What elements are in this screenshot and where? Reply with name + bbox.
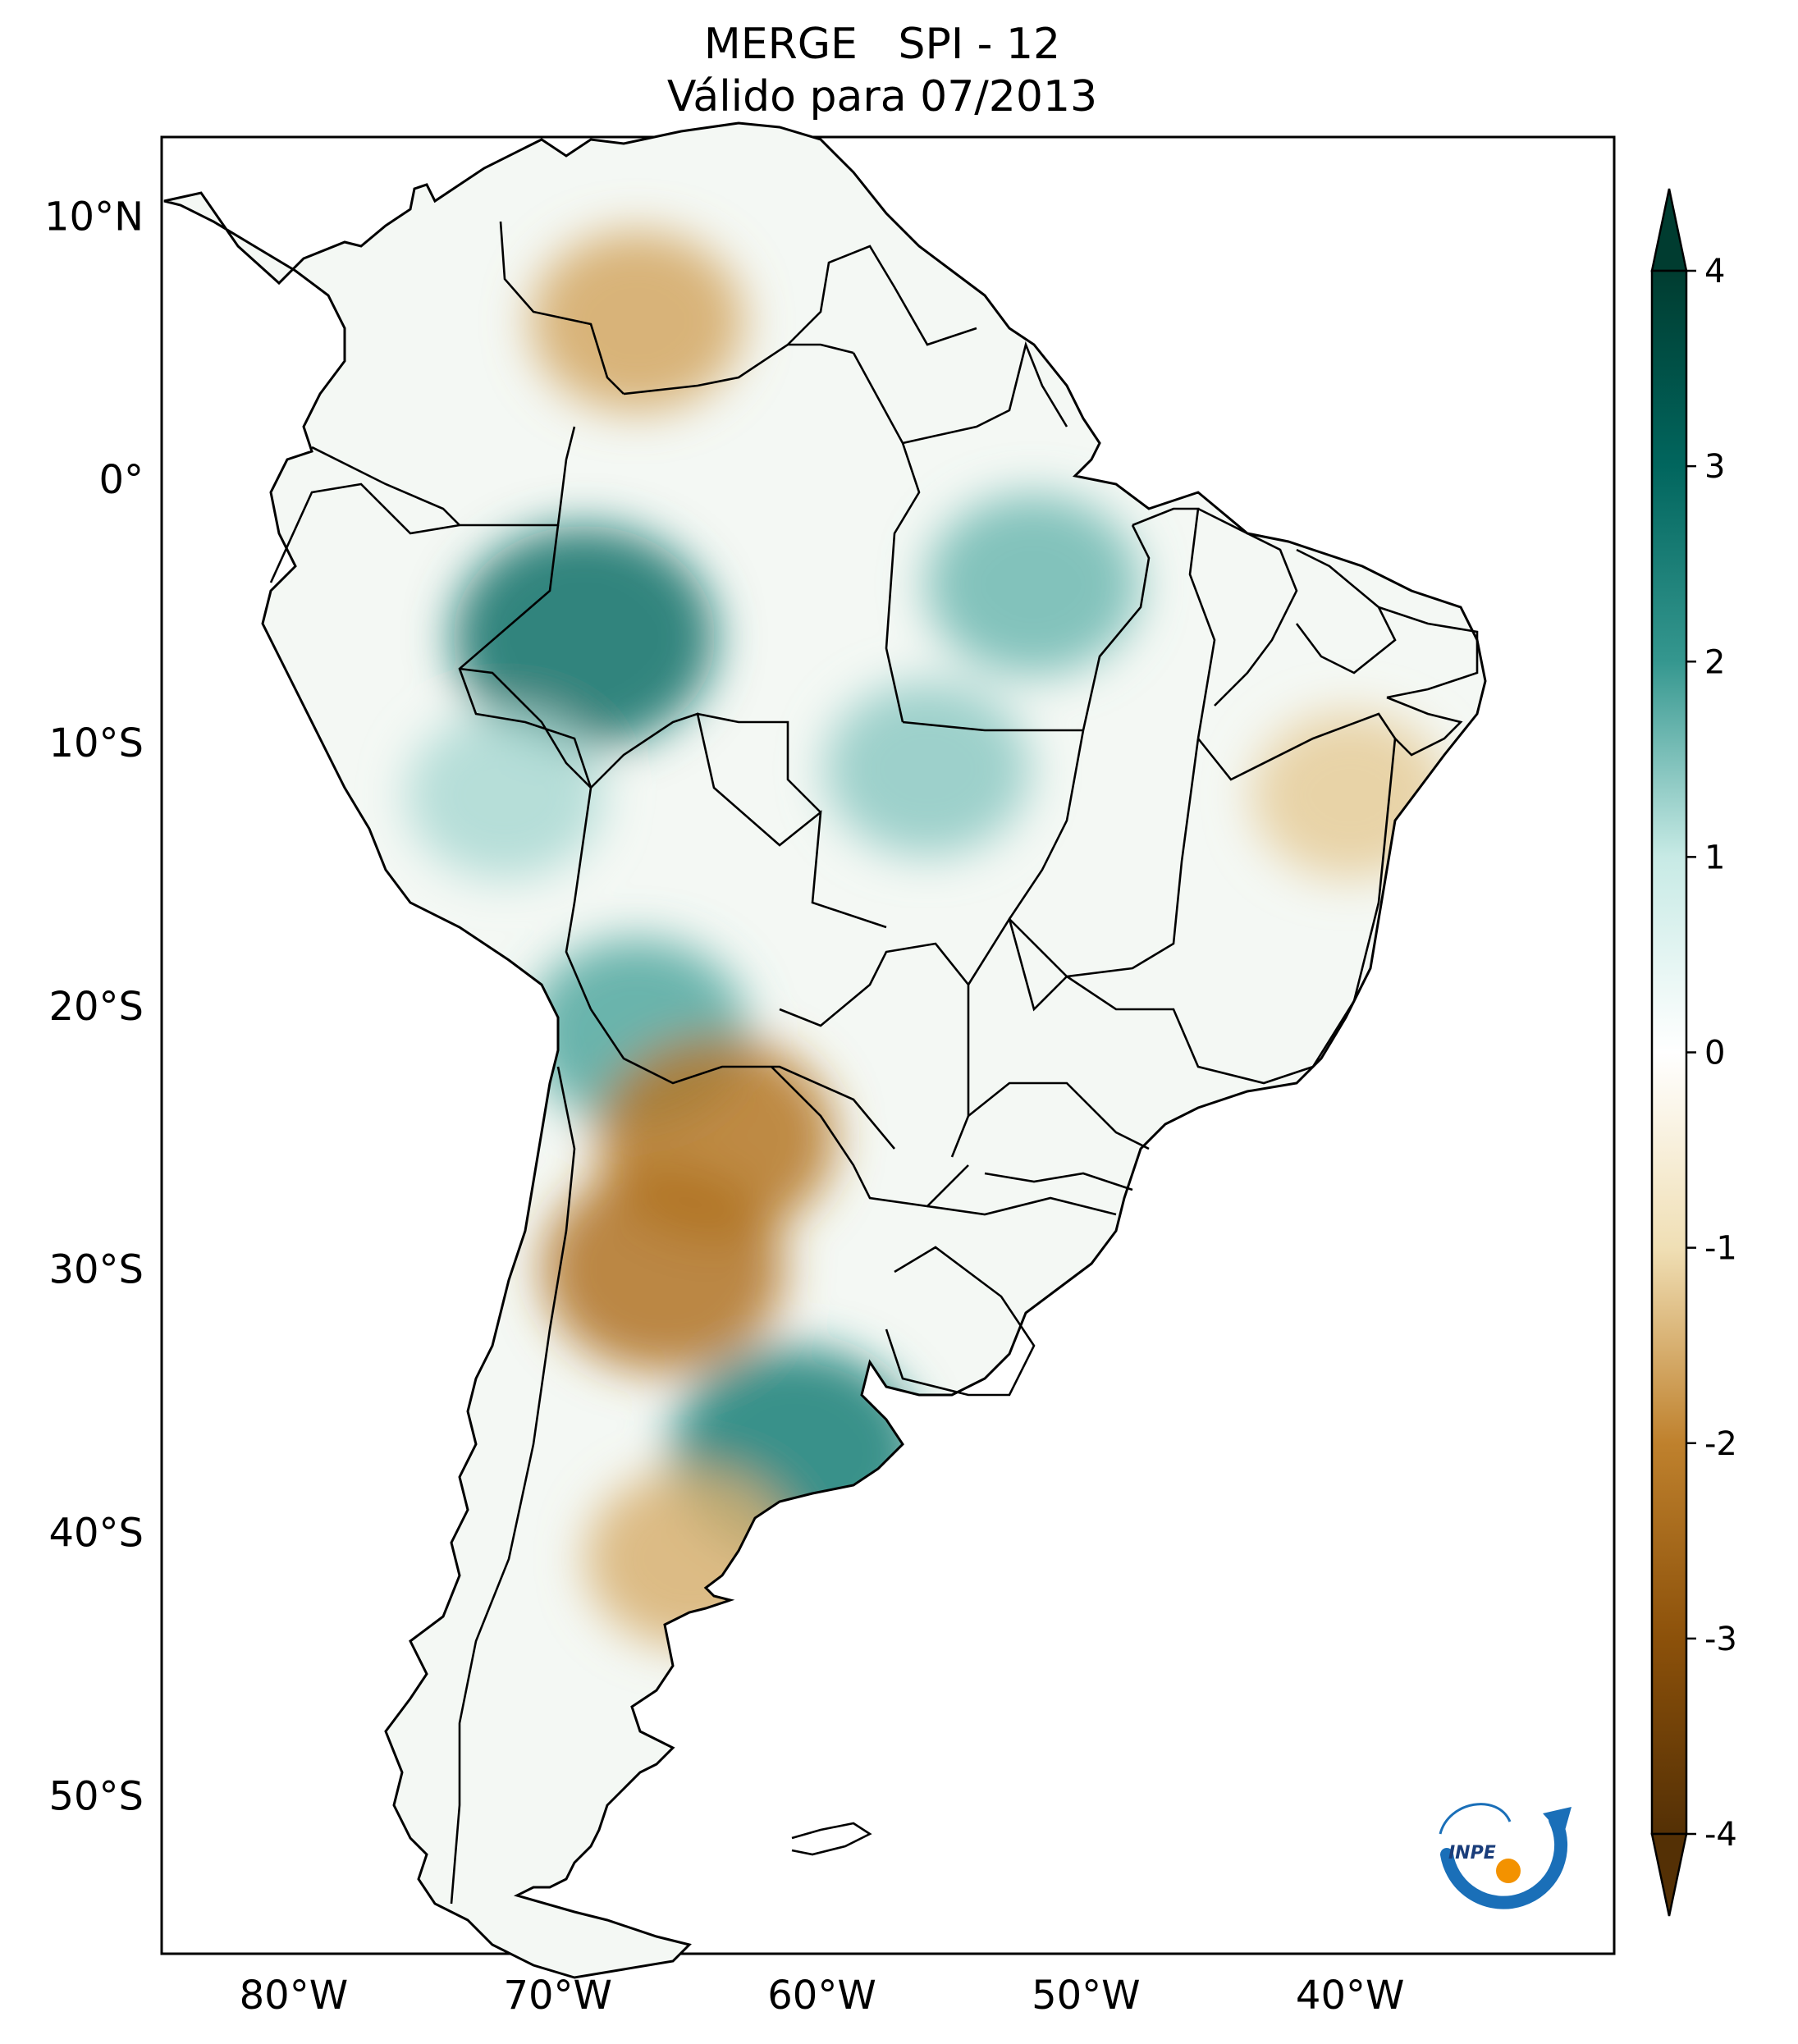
colorbar-tick-label: -1 (1704, 1230, 1737, 1268)
lat-tick-label: 40°S (48, 1511, 144, 1557)
border-peru-bolivia (565, 787, 592, 1010)
continent-layer (163, 121, 1487, 1979)
colorbar: 4 3 2 1 0 -1 -2 -3 -4 (1650, 188, 1737, 1917)
border-acre (459, 667, 592, 789)
border-pernambuco-paraiba-rn (1378, 606, 1479, 699)
inpe-logo-text: INPE (1448, 1843, 1496, 1863)
border-ms-sp (967, 916, 1068, 1012)
colorbar-ticks: 4 3 2 1 0 -1 -2 -3 -4 (1686, 253, 1737, 1854)
map-title: MERGE SPI - 12 Válido para 07/2013 (0, 18, 1764, 123)
inpe-logo-arrow (1543, 1807, 1572, 1836)
border-bolivia-paraguay-argentina (589, 1008, 895, 1150)
border-uruguay (885, 1246, 1036, 1397)
lat-tick-label: 10°S (48, 720, 144, 766)
colorbar-tick-label: -3 (1704, 1621, 1737, 1658)
lat-tick-label: 20°S (48, 984, 144, 1030)
lon-tick-label: 70°W (503, 1973, 612, 2019)
spi-region-3 (406, 711, 604, 880)
lon-tick-label: 50°W (1032, 1973, 1141, 2019)
spi-region-2 (452, 525, 716, 749)
border-chile-argentina (450, 1066, 576, 1905)
inpe-logo-icon: INPE (1439, 1803, 1572, 1909)
border-peru-brazil (458, 524, 592, 789)
border-bahia (1196, 712, 1397, 903)
border-guyana-suriname (787, 245, 977, 346)
border-venezuela-brazil (623, 343, 854, 396)
border-piaui (1197, 507, 1298, 706)
border-falklands (791, 1822, 872, 1856)
border-bolivia-brazil (590, 712, 887, 929)
border-maranhao (1132, 507, 1216, 739)
colorbar-extend-bottom (1650, 1832, 1688, 1917)
colorbar-tick-label: 2 (1704, 643, 1725, 681)
colorbar-tick-label: 3 (1704, 448, 1725, 486)
lat-tick-label: 50°S (48, 1773, 144, 1819)
inpe-logo-orbit (1439, 1803, 1512, 1835)
border-rondonia (697, 712, 821, 813)
spi-region-10 (926, 493, 1140, 675)
border-para-tocantins (1082, 524, 1151, 731)
lon-tick-label: 40°W (1296, 1973, 1405, 2019)
border-ecuador-peru (269, 482, 460, 583)
border-colombia-venezuela (499, 221, 624, 395)
title-line-2: Válido para 07/2013 (666, 72, 1098, 121)
lon-tick-label: 60°W (767, 1973, 876, 2019)
colorbar-tick-label: -4 (1704, 1816, 1737, 1854)
border-santa-catarina (984, 1172, 1133, 1191)
colorbar-tick-label: 0 (1704, 1035, 1725, 1072)
spi-region-1 (530, 231, 744, 413)
lon-tick-label: 80°W (240, 1973, 349, 2019)
lat-tick-label: 0° (98, 457, 144, 503)
inpe-logo-arc (1440, 1813, 1568, 1909)
spi-region-6 (542, 1166, 785, 1373)
spi-data-layer (406, 231, 1449, 1648)
title-line-1: MERGE SPI - 12 (703, 20, 1061, 69)
border-para-mato-grosso (902, 720, 1083, 732)
lat-tick-label: 10°N (44, 194, 144, 240)
spi-region-11 (825, 681, 1031, 857)
border-ceara (1295, 548, 1397, 674)
border-minas-sp-rj (1066, 902, 1380, 1085)
coastline (163, 121, 1487, 1979)
colorbar-extend-top (1650, 188, 1688, 272)
border-paraguay-brazil (779, 942, 970, 1158)
border-parana (968, 1081, 1150, 1150)
longitude-axis: 80°W 70°W 60°W 50°W 40°W (240, 1973, 1405, 2019)
border-alagoas-sergipe (1386, 696, 1463, 757)
colorbar-tick-label: 1 (1704, 839, 1725, 876)
colorbar-tick-label: -2 (1704, 1425, 1737, 1463)
lat-tick-label: 30°S (48, 1247, 144, 1293)
colorbar-body (1650, 269, 1688, 1836)
border-amazonas-para (852, 352, 921, 723)
inpe-logo-sun (1496, 1859, 1521, 1883)
border-paraguay-argentina (771, 1066, 969, 1208)
border-amapa-para (902, 341, 1068, 445)
colorbar-tick-label: 4 (1704, 253, 1725, 290)
political-borders (269, 221, 1479, 1905)
border-rio-grande-do-sul (926, 1196, 1117, 1216)
latitude-axis: 10°N 0° 10°S 20°S 30°S 40°S 50°S (44, 194, 144, 1819)
